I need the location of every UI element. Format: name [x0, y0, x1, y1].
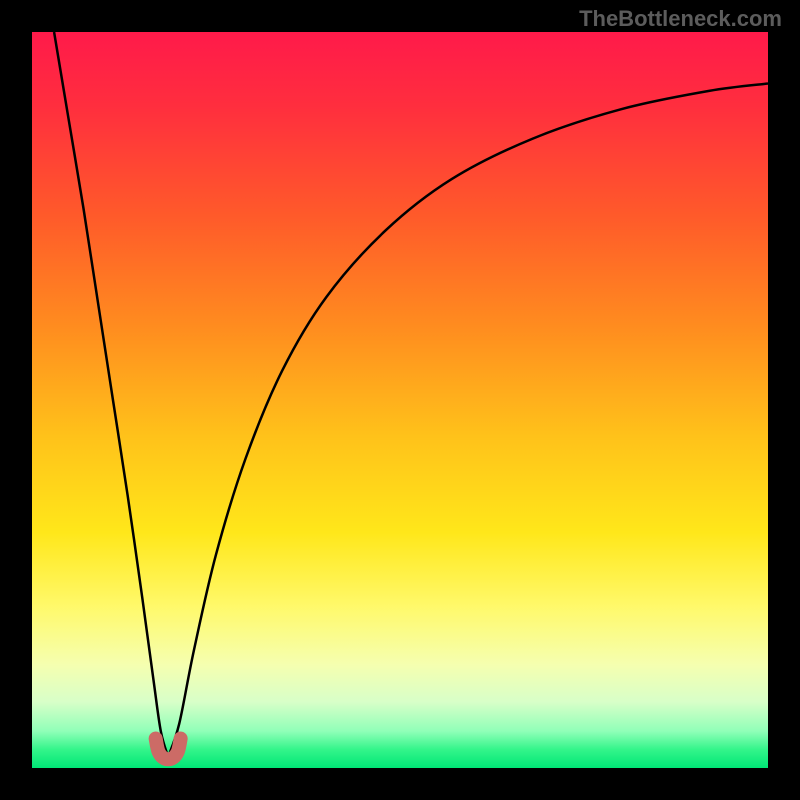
bottleneck-chart: TheBottleneck.com	[0, 0, 800, 800]
chart-svg	[0, 0, 800, 800]
watermark-text: TheBottleneck.com	[579, 6, 782, 32]
